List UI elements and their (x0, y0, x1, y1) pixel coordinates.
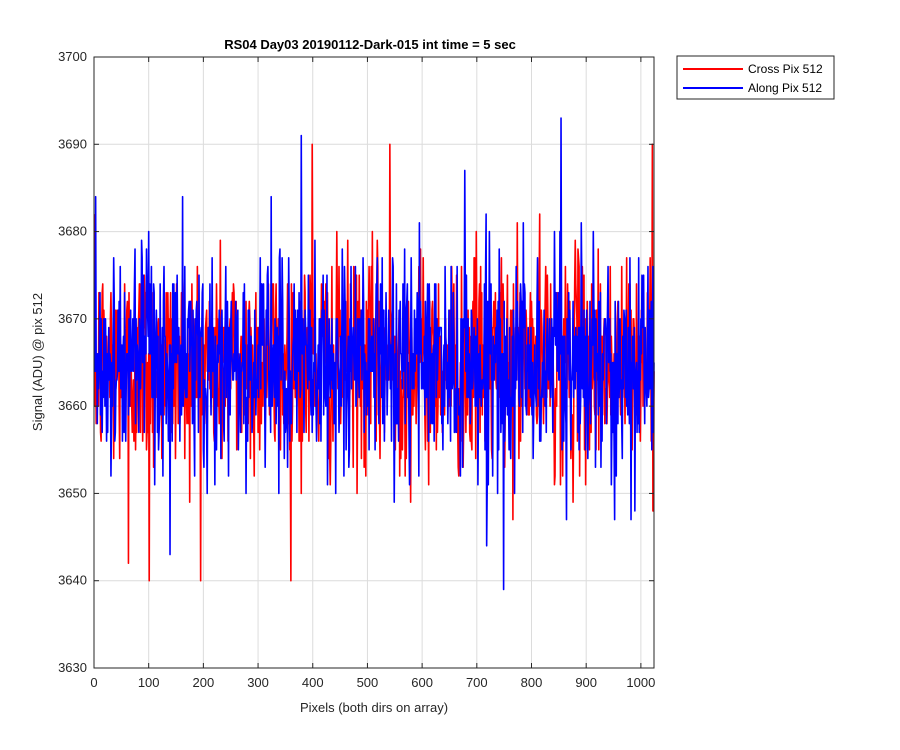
x-tick-label: 200 (193, 675, 215, 690)
x-tick-label: 700 (466, 675, 488, 690)
legend-label-along: Along Pix 512 (748, 81, 822, 95)
y-tick-label: 3650 (58, 485, 87, 500)
legend-label-cross: Cross Pix 512 (748, 62, 823, 76)
y-tick-label: 3670 (58, 311, 87, 326)
y-tick-label: 3680 (58, 224, 87, 239)
x-axis-label: Pixels (both dirs on array) (300, 700, 448, 715)
x-tick-label: 0 (90, 675, 97, 690)
axes-box (93, 56, 655, 669)
y-tick-label: 3630 (58, 660, 87, 675)
y-tick-label: 3640 (58, 573, 87, 588)
x-tick-label: 400 (302, 675, 324, 690)
x-tick-label: 300 (247, 675, 269, 690)
y-tick-label: 3700 (58, 49, 87, 64)
y-axis: 3630 3640 3650 3660 3670 3680 3690 3700 (58, 49, 654, 675)
x-axis: 0 100 200 300 400 500 600 700 800 900 1000 (90, 57, 655, 690)
legend-box (676, 55, 835, 100)
x-tick-label: 600 (411, 675, 433, 690)
chart-title: RS04 Day03 20190112-Dark-015 int time = … (224, 37, 516, 52)
y-axis-label: Signal (ADU) @ pix 512 (30, 293, 45, 431)
plot-lines (93, 117, 655, 591)
x-tick-label: 900 (575, 675, 597, 690)
x-tick-label: 500 (357, 675, 379, 690)
x-tick-label: 1000 (626, 675, 655, 690)
legend: Cross Pix 512 Along Pix 512 (676, 55, 835, 100)
x-tick-label: 800 (521, 675, 543, 690)
x-tick-label: 100 (138, 675, 160, 690)
series-line-along-pix-512 (93, 117, 655, 591)
y-tick-label: 3690 (58, 136, 87, 151)
y-tick-label: 3660 (58, 398, 87, 413)
